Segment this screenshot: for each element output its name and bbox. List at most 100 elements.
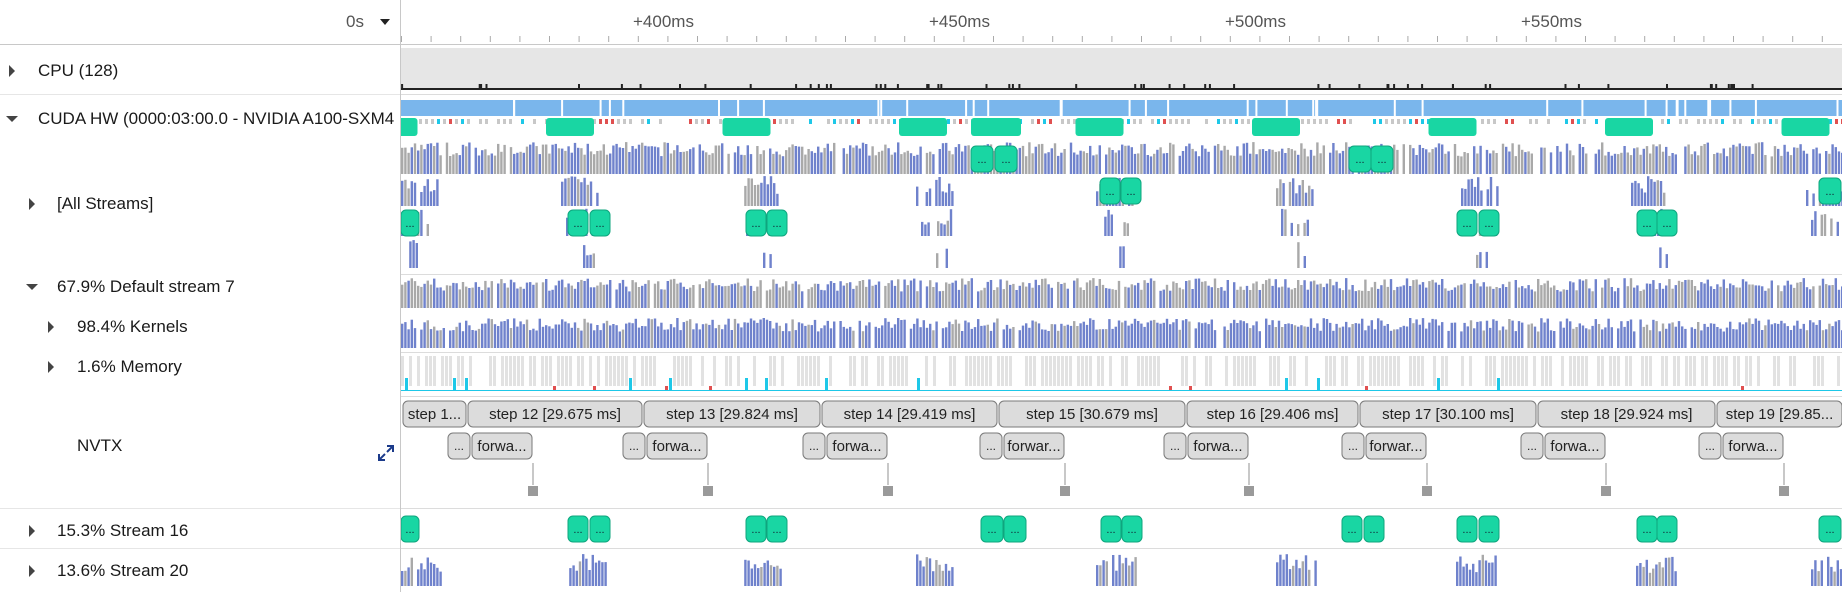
kernel-bar [1713, 323, 1716, 348]
row-nvtx[interactable]: NVTX [0, 431, 400, 461]
row-default-stream[interactable]: 67.9% Default stream 7 [0, 272, 400, 302]
expand-arrow-icon[interactable] [29, 565, 35, 577]
kernel-bar [711, 153, 714, 174]
row-all-streams[interactable]: [All Streams] [0, 189, 400, 219]
kernel-bar [1053, 143, 1057, 174]
collapse-arrow-icon[interactable] [6, 116, 18, 122]
nvtx-sub-range-label: ... [809, 439, 819, 453]
kernel-bar [1488, 562, 1491, 586]
expand-arrow-icon[interactable] [48, 321, 54, 333]
kernel-bar [1236, 146, 1239, 174]
timeline-area[interactable]: +400ms +450ms +500ms +550ms ............… [401, 0, 1842, 592]
kernel-bar [1053, 324, 1057, 348]
memory-op-bar [605, 356, 608, 386]
kernel-bar [1162, 289, 1165, 308]
nvtx-forward-range [1544, 432, 1606, 460]
kernel-bar [1242, 143, 1245, 174]
memory-op-bar [1377, 356, 1380, 386]
row-memory[interactable]: 1.6% Memory [0, 352, 400, 382]
kernel-bar [944, 563, 948, 586]
track-divider [401, 94, 1842, 95]
collapse-arrow-icon[interactable] [26, 284, 38, 290]
expand-arrow-icon[interactable] [29, 198, 35, 210]
row-stream-16[interactable]: 15.3% Stream 16 [0, 516, 400, 546]
kernel-bar [439, 330, 442, 348]
cpu-activity-tick [1489, 84, 1492, 88]
cpu-activity-tick [1451, 84, 1454, 88]
kernel-bar [561, 319, 564, 348]
row-cpu[interactable]: CPU (128) [0, 56, 400, 86]
kernel-bar [1041, 143, 1044, 174]
time-ruler[interactable]: +400ms +450ms +500ms +550ms [401, 0, 1842, 45]
kernel-bar [804, 325, 807, 348]
kernel-bar [513, 282, 516, 308]
kernel-bar [1396, 286, 1399, 308]
kernel-bar [964, 145, 967, 174]
kernel-bar [1117, 150, 1121, 174]
kernel-bar [1664, 557, 1668, 586]
kernel-bar [1162, 153, 1165, 174]
kernel-bar [1764, 290, 1767, 308]
memory-activity-mark [449, 119, 452, 124]
kernel-bar [1623, 278, 1626, 308]
stream16-kernel-pill [766, 515, 788, 543]
expand-icon[interactable] [376, 443, 396, 463]
nvtx-sub-range-label: ... [454, 439, 464, 453]
kernel-bar [957, 144, 961, 174]
kernel-bar [1239, 155, 1242, 174]
memory-op-bar [1369, 356, 1372, 386]
kernel-bar [1226, 330, 1229, 348]
kernel-bar [1837, 289, 1841, 308]
kernel-bar [509, 279, 513, 308]
kernel-bar [1460, 156, 1463, 174]
row-stream-20[interactable]: 13.6% Stream 20 [0, 556, 400, 586]
gpu-utilization-gap [965, 100, 968, 116]
expand-arrow-icon[interactable] [9, 65, 15, 77]
memory-activity-mark [1355, 119, 1358, 124]
kernel-bar [1149, 156, 1153, 174]
ruler-minor-tick [1555, 36, 1557, 42]
kernel-bar [1348, 327, 1351, 348]
kernel-bar [1668, 323, 1671, 348]
kernel-bar [1313, 155, 1316, 174]
memory-op-bar [973, 356, 976, 386]
tracks-canvas[interactable]: ........................................… [401, 0, 1842, 592]
memory-activity-mark [1049, 119, 1052, 124]
kernel-bar [762, 318, 765, 348]
kernel-bar [941, 570, 944, 586]
memory-op-bar [1233, 356, 1236, 386]
kernel-bar [1175, 283, 1178, 308]
memory-op-bar [1029, 356, 1032, 386]
gpu-utilization-gap [1581, 100, 1584, 116]
expand-arrow-icon[interactable] [29, 525, 35, 537]
memory-op-bar [969, 356, 972, 386]
row-kernels[interactable]: 98.4% Kernels [0, 312, 400, 342]
kernel-bar [1783, 144, 1786, 174]
pill-label: ... [1484, 218, 1493, 230]
expand-arrow-icon[interactable] [48, 361, 54, 373]
kernel-bar [744, 185, 747, 206]
cpu-activity-tick [926, 84, 929, 88]
memory-op-bar [725, 356, 728, 386]
kernel-bar [749, 285, 753, 308]
kernel-bar [1777, 323, 1780, 348]
kernel-bar [1303, 280, 1306, 308]
row-cuda-hw[interactable]: CUDA HW (0000:03:00.0 - NVIDIA A100-SXM4 [0, 104, 400, 134]
memory-activity-mark [1541, 119, 1544, 124]
memory-activity-mark [635, 119, 638, 124]
kernel-bar [689, 319, 692, 348]
kernel-bar [943, 224, 946, 236]
kernel-bar [1130, 284, 1133, 308]
memory-op-bar [401, 356, 404, 386]
dropdown-icon[interactable] [380, 19, 390, 25]
memory-activity-mark [1175, 119, 1178, 124]
kernel-bar [433, 190, 436, 206]
cpu-activity-tick [1140, 84, 1143, 88]
memory-op-bar [581, 356, 584, 386]
kernel-bar [1127, 287, 1130, 308]
memory-activity-mark [863, 119, 866, 124]
memory-activity-mark [1745, 119, 1748, 124]
memory-op-bar [1749, 356, 1752, 386]
ruler-minor-tick [1022, 36, 1024, 42]
memory-activity-mark [1595, 119, 1598, 124]
